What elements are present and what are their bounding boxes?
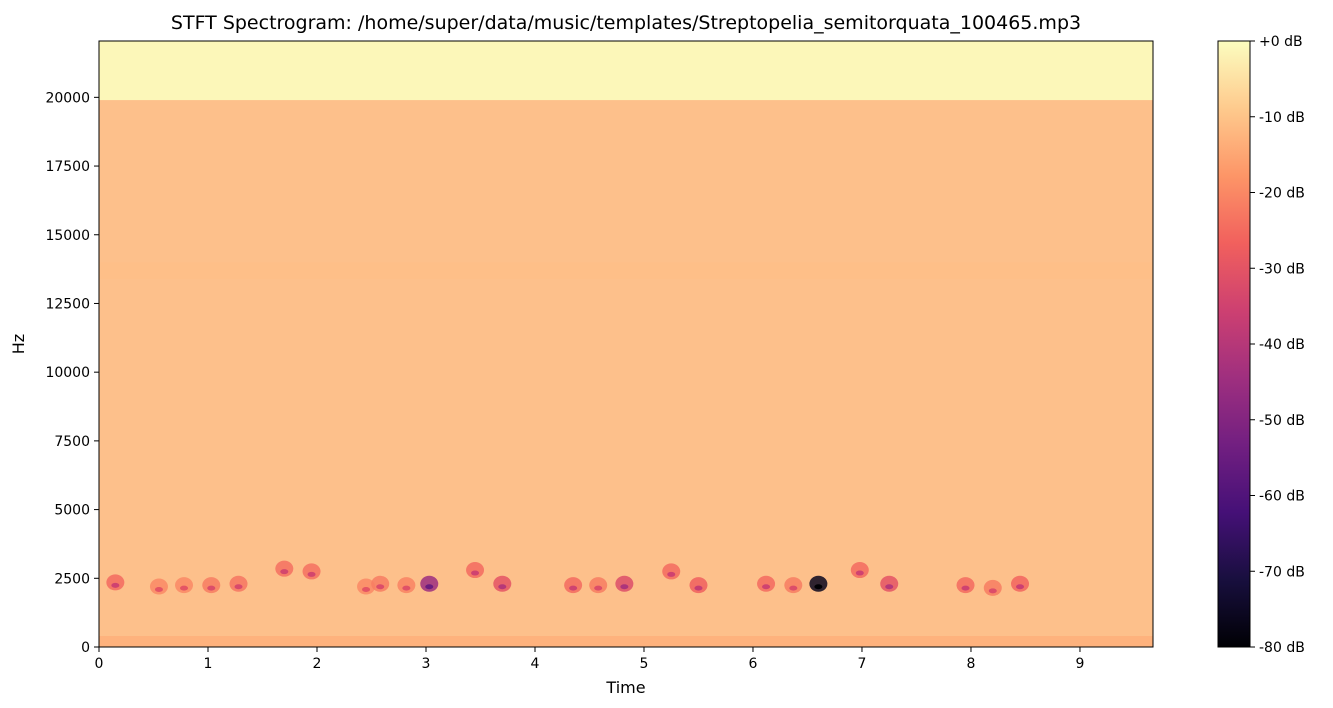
call-mark <box>493 575 512 592</box>
colorbar-gradient <box>1217 40 1251 648</box>
y-tick-label: 7500 <box>54 434 90 450</box>
call-core <box>988 588 997 594</box>
spectrogram-background <box>99 41 1153 647</box>
call-core <box>961 585 970 591</box>
heatmap-layer <box>99 41 1153 647</box>
colorbar-tick-label: -50 dB <box>1259 413 1305 429</box>
call-core <box>280 569 289 575</box>
call-mark <box>420 575 439 592</box>
colorbar-tick-label: -20 dB <box>1259 186 1305 202</box>
y-tick-label: 20000 <box>45 90 90 106</box>
y-axis: 0 2500 5000 7500 10000 12500 15000 17500 20000 <box>45 90 99 656</box>
call-core <box>498 584 507 590</box>
call-core <box>207 585 216 591</box>
call-core <box>667 571 676 577</box>
call-mark <box>757 575 776 592</box>
y-tick-label: 12500 <box>45 296 90 312</box>
x-tick-label: 9 <box>1076 656 1085 672</box>
cutoff-band <box>99 41 1153 101</box>
x-axis: 0 1 2 3 4 5 6 7 8 9 <box>95 647 1085 672</box>
colorbar-tick-label: -80 dB <box>1259 640 1305 656</box>
colorbar-tick-label: -40 dB <box>1259 337 1305 353</box>
y-tick-label: 5000 <box>54 503 90 519</box>
call-mark <box>784 577 803 594</box>
x-tick-label: 2 <box>313 656 322 672</box>
call-mark <box>175 577 194 594</box>
call-core <box>789 585 798 591</box>
plot-frame <box>98 40 1154 648</box>
call-mark <box>202 577 221 594</box>
call-mark <box>302 563 321 580</box>
call-core <box>425 584 434 590</box>
call-core <box>376 584 385 590</box>
chart-title: STFT Spectrogram: /home/super/data/music… <box>171 12 1081 34</box>
x-tick-label: 0 <box>95 656 104 672</box>
y-tick-label: 17500 <box>45 159 90 175</box>
call-mark <box>689 577 708 594</box>
x-tick-label: 7 <box>858 656 867 672</box>
colorbar-tick-label: +0 dB <box>1259 34 1303 50</box>
call-core <box>1016 584 1025 590</box>
call-mark <box>956 577 975 594</box>
call-core <box>762 584 771 590</box>
y-tick-label: 2500 <box>54 571 90 587</box>
call-mark <box>229 575 248 592</box>
x-tick-label: 1 <box>204 656 213 672</box>
call-core <box>814 584 823 590</box>
call-mark <box>809 575 828 592</box>
call-core <box>111 582 120 588</box>
call-marks-layer <box>106 560 1030 596</box>
call-mark <box>106 574 125 591</box>
x-tick-label: 5 <box>640 656 649 672</box>
colorbar-tick-label: -10 dB <box>1259 110 1305 126</box>
low-frequency-band <box>99 636 1153 647</box>
call-mark <box>275 560 294 577</box>
call-core <box>620 584 629 590</box>
colorbar-tick-label: -30 dB <box>1259 261 1305 277</box>
x-tick-label: 3 <box>422 656 431 672</box>
call-mark <box>149 578 168 595</box>
x-tick-label: 8 <box>967 656 976 672</box>
call-core <box>471 570 480 576</box>
call-mark <box>1011 575 1030 592</box>
x-axis-label: Time <box>605 678 645 697</box>
colorbar-tick-label: -60 dB <box>1259 489 1305 505</box>
colorbar: +0 dB -10 dB -20 dB -30 dB -40 dB -50 dB -60 d… <box>1217 34 1305 656</box>
call-core <box>234 584 243 590</box>
call-mark <box>615 575 634 592</box>
call-mark <box>983 579 1002 596</box>
x-tick-label: 4 <box>531 656 540 672</box>
call-mark <box>880 575 899 592</box>
call-core <box>180 585 189 591</box>
call-mark <box>397 577 416 594</box>
call-core <box>855 570 864 576</box>
plot-area <box>98 40 1154 648</box>
call-mark <box>357 578 376 595</box>
call-core <box>154 587 163 593</box>
y-tick-label: 15000 <box>45 228 90 244</box>
colorbar-tick-label: -70 dB <box>1259 564 1305 580</box>
call-core <box>694 585 703 591</box>
y-tick-label: 10000 <box>45 365 90 381</box>
y-tick-label: 0 <box>81 640 90 656</box>
call-core <box>402 585 411 591</box>
call-mark <box>466 562 485 579</box>
x-tick-label: 6 <box>749 656 758 672</box>
call-core <box>594 585 603 591</box>
high-frequency-band <box>99 262 1153 279</box>
call-mark <box>589 577 608 594</box>
call-mark <box>850 562 869 579</box>
call-mark <box>662 563 681 580</box>
call-core <box>885 584 894 590</box>
y-axis-label: Hz <box>9 334 28 354</box>
call-core <box>362 587 371 593</box>
call-mark <box>564 577 583 594</box>
call-core <box>569 585 578 591</box>
colorbar-ticks: +0 dB -10 dB -20 dB -30 dB -40 dB -50 dB -60 d… <box>1250 34 1305 656</box>
call-mark <box>371 575 390 592</box>
call-core <box>307 571 316 577</box>
